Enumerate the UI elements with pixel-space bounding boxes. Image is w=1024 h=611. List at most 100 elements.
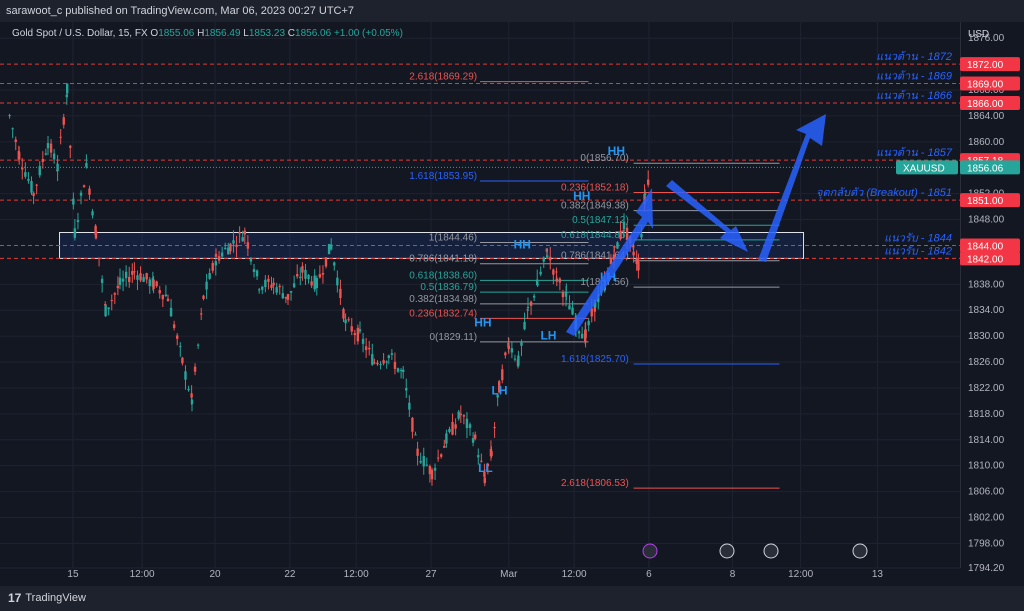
fib-label: 0.5(1847.12) [572, 215, 629, 226]
candle-body [49, 143, 53, 153]
candle-body [590, 308, 593, 317]
candle-body [425, 464, 429, 466]
candle-body [94, 230, 98, 239]
price-tag [960, 238, 1020, 253]
candle-body [616, 242, 619, 249]
x-tick-label: Mar [500, 569, 518, 580]
fib-label: 0.5(1836.79) [420, 282, 477, 293]
y-tick-label: 1822.00 [968, 383, 1005, 394]
candle-body [546, 255, 549, 258]
candle-body [498, 381, 501, 393]
candle-body [72, 198, 75, 205]
candle-body [258, 289, 261, 291]
candle-body [568, 305, 571, 310]
open-label: O [150, 28, 159, 39]
candle-body [422, 456, 425, 467]
candle-body [11, 128, 14, 130]
candle-body [24, 172, 27, 177]
candle-body [214, 253, 218, 257]
candle-body [164, 294, 168, 296]
candle-body [187, 389, 190, 391]
y-tick-label: 1806.00 [968, 487, 1005, 498]
candle-body [315, 277, 318, 289]
candle-body [229, 243, 232, 252]
candle-body [536, 283, 539, 286]
candle-body [561, 292, 565, 298]
candle-body [18, 152, 21, 160]
y-tick-label: 1814.00 [968, 435, 1005, 446]
candle-body [382, 360, 385, 364]
x-tick-label: 12:00 [562, 569, 587, 580]
projection-arrow-down [666, 180, 748, 252]
chart-canvas[interactable]: USD1876.001868.001864.001860.001852.0018… [0, 0, 1024, 586]
candle-body [82, 185, 86, 188]
candle-body [142, 277, 145, 282]
fib-label: 0.236(1852.18) [561, 182, 629, 193]
candle-body [486, 463, 490, 467]
candle-body [52, 153, 56, 160]
candle-body [321, 272, 325, 275]
candle-body [69, 145, 72, 148]
candle-body [214, 261, 218, 266]
candle-body [529, 301, 533, 306]
candle-body [118, 277, 122, 285]
candle-body [587, 320, 590, 326]
swing-label: HH [474, 315, 491, 329]
price-axis[interactable] [960, 22, 1024, 568]
candle-body [299, 276, 302, 278]
candle-body [107, 307, 110, 310]
brand-name: TradingView [25, 592, 86, 604]
candle-body [339, 288, 342, 298]
candle-body [289, 291, 293, 293]
candle-body [278, 285, 281, 288]
candle-body [313, 275, 316, 290]
candle-body [344, 319, 347, 324]
tradingview-brand[interactable]: 17 TradingView [8, 591, 86, 605]
level-label: แนวต้าน - 1869 [876, 70, 952, 83]
candle-body [436, 457, 440, 459]
candle-body [181, 357, 184, 364]
candle-body [44, 153, 48, 155]
current-price-label: 1856.06 [967, 163, 1004, 174]
price-tag-label: 1872.00 [967, 60, 1004, 71]
candle-body [430, 469, 434, 480]
candle-body [145, 273, 148, 280]
candle-body [387, 355, 390, 359]
candle-body [368, 347, 371, 350]
candle-body [161, 295, 165, 300]
tradingview-logo-icon: 17 [8, 591, 22, 605]
candle-body [27, 178, 30, 181]
level-label: แนวต้าน - 1872 [876, 50, 952, 63]
candle-body [113, 293, 117, 295]
low-label: L [243, 28, 249, 39]
candle-body [555, 278, 558, 282]
candle-body [104, 304, 107, 317]
swing-label: HH [514, 238, 531, 252]
candle-body [166, 298, 170, 302]
symbol-tag [896, 160, 958, 175]
price-tag [960, 76, 1020, 91]
candle-body [350, 326, 353, 332]
close-value: 1856.06 [295, 28, 332, 39]
candle-body [635, 258, 638, 264]
candle-body [172, 324, 176, 329]
candle-body [613, 246, 616, 248]
y-tick-label: 1794.20 [968, 563, 1005, 574]
candle-body [555, 271, 558, 273]
candle-body [275, 287, 278, 293]
fib-label: 0(1856.70) [580, 153, 628, 164]
candle-body [640, 233, 643, 238]
candle-body [440, 454, 443, 457]
candle-body [136, 275, 139, 280]
publisher-info: sarawoot_c published on TradingView.com,… [6, 5, 355, 17]
x-tick-label: 20 [209, 569, 221, 580]
candle-body [330, 244, 333, 250]
fib-label: 1.618(1853.95) [409, 171, 477, 182]
candle-body [552, 269, 555, 275]
candle-body [301, 266, 304, 273]
candle-body [224, 247, 227, 249]
candle-body [507, 345, 510, 350]
candle-body [217, 256, 221, 261]
y-tick-label: 1826.00 [968, 357, 1005, 368]
candle-body [419, 460, 422, 463]
